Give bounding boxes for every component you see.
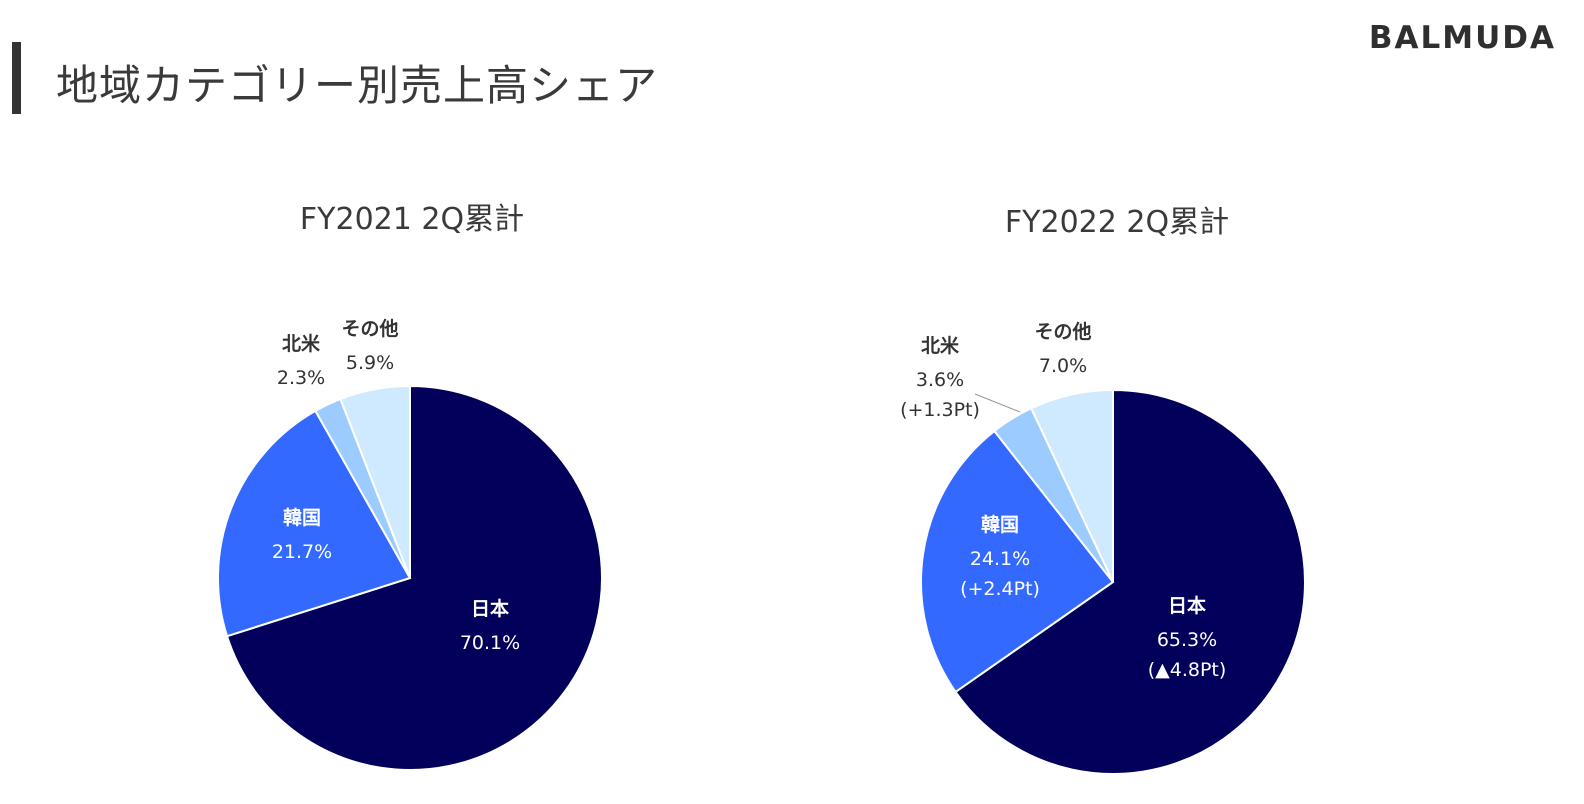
slice-change-japan-chart2: (▲4.8Pt): [1148, 659, 1227, 681]
chart-title-fy2022: FY2022 2Q累計: [1004, 205, 1230, 240]
slice-value-text-north_america-chart2: 3.6%: [916, 369, 964, 391]
slice-value-text-other-chart2: 7.0%: [1039, 355, 1087, 377]
title-accent-bar: [12, 42, 21, 114]
slice-value-text-korea-chart1: 21.7%: [272, 541, 332, 563]
slice-label-japan-chart2: 日本: [1168, 594, 1206, 617]
slice-change-north_america-chart2: (+1.3Pt): [900, 399, 980, 421]
pie-slice-japan-chart2: [954, 388, 1306, 775]
slice-label-other-chart2: その他: [1034, 320, 1091, 343]
slice-label-other-chart1: その他: [341, 317, 398, 340]
slice-label-japan-chart1: 日本: [471, 597, 509, 620]
leader-line-north_america-chart2: [974, 393, 1021, 413]
slice-change-korea-chart2: (+2.4Pt): [960, 578, 1040, 600]
slice-value-text-korea-chart2: 24.1%: [970, 548, 1030, 570]
pie-slice-korea-chart1: [217, 409, 412, 638]
brand-logo: BALMUDA: [1368, 20, 1556, 56]
slice-label-north_america-chart2: 北米: [921, 334, 960, 357]
slice-value-text-north_america-chart1: 2.3%: [277, 367, 325, 389]
pie-slice-korea-chart2: [920, 429, 1115, 694]
slice-value-text-japan-chart1: 70.1%: [460, 632, 520, 654]
slice-label-korea-chart2: 韓国: [981, 513, 1019, 536]
pie-slice-other-chart2: [1029, 388, 1114, 583]
slice-label-korea-chart1: 韓国: [283, 506, 321, 529]
pie-slice-japan-chart1: [225, 384, 603, 771]
slice-label-north_america-chart1: 北米: [282, 332, 321, 355]
chart-title-fy2021: FY2021 2Q累計: [299, 202, 525, 237]
page-title: 地域カテゴリー別売上高シェア: [56, 61, 659, 110]
slice-value-text-other-chart1: 5.9%: [346, 352, 394, 374]
pie-slice-other-chart1: [339, 384, 411, 579]
slice-value-text-japan-chart2: 65.3%: [1157, 629, 1217, 651]
